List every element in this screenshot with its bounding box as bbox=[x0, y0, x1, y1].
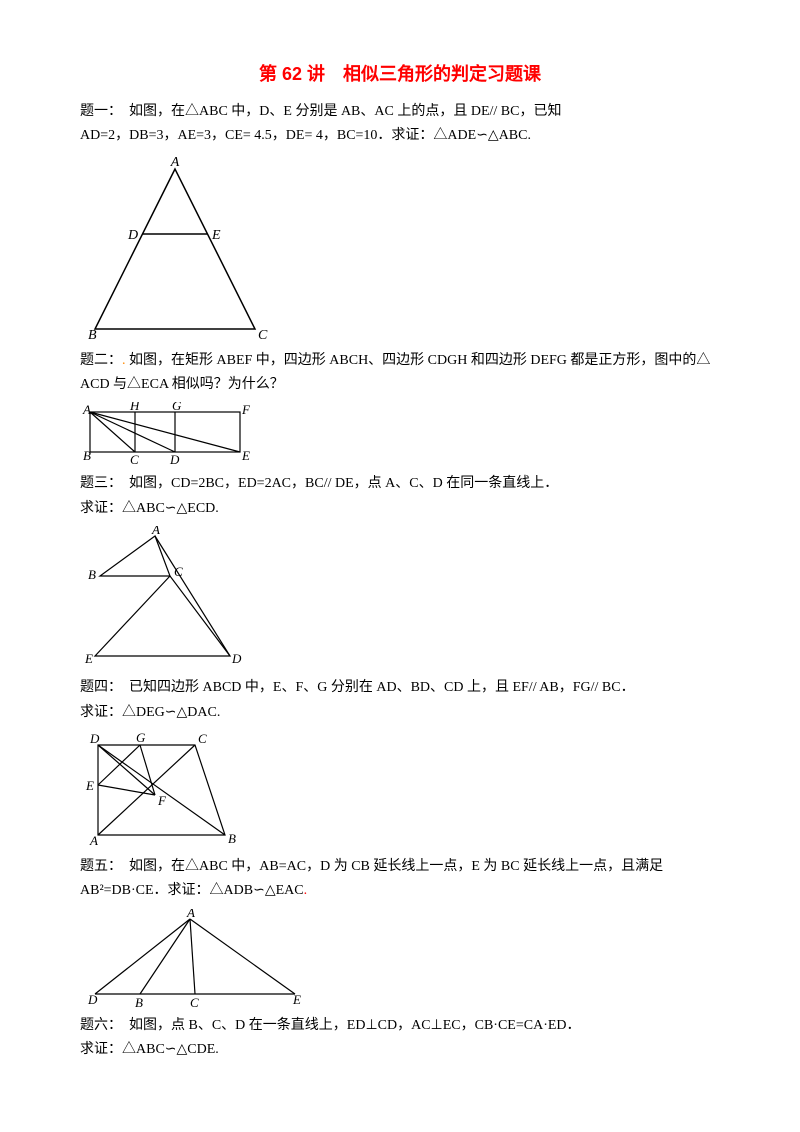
svg-text:C: C bbox=[130, 452, 139, 467]
figure-2: A B C D E F G H bbox=[80, 402, 720, 467]
problem-6-label: 题六： bbox=[80, 1018, 115, 1033]
svg-text:D: D bbox=[87, 992, 98, 1007]
problem-1-text1: 如图，在△ABC 中，D、E 分别是 AB、AC 上的点，且 DE// BC，已… bbox=[115, 104, 561, 119]
svg-text:F: F bbox=[241, 402, 251, 417]
svg-text:D: D bbox=[127, 228, 138, 243]
svg-text:D: D bbox=[231, 651, 242, 666]
problem-4: 题四： 已知四边形 ABCD 中，E、F、G 分别在 AD、BD、CD 上，且 … bbox=[80, 677, 720, 724]
svg-text:B: B bbox=[83, 448, 91, 463]
problem-4-line2: 求证：△DEG∽△DAC. bbox=[80, 702, 720, 724]
svg-text:A: A bbox=[151, 526, 160, 537]
svg-text:D: D bbox=[169, 452, 180, 467]
svg-text:B: B bbox=[88, 567, 96, 582]
svg-text:E: E bbox=[292, 992, 301, 1007]
orange-dot-icon: . bbox=[122, 353, 129, 368]
svg-text:C: C bbox=[258, 328, 268, 343]
problem-5-text2: AB²=DB·CE．求证：△ADB∽△EAC bbox=[80, 883, 304, 898]
svg-text:G: G bbox=[136, 730, 146, 745]
svg-text:E: E bbox=[84, 651, 93, 666]
svg-text:H: H bbox=[129, 402, 140, 413]
problem-2-line1: 题二：. 如图，在矩形 ABEF 中，四边形 ABCH、四边形 CDGH 和四边… bbox=[80, 350, 720, 372]
problem-2-label: 题二： bbox=[80, 353, 122, 368]
problem-6-line1: 题六： 如图，点 B、C、D 在一条直线上，ED⊥CD，AC⊥EC，CB·CE=… bbox=[80, 1015, 720, 1037]
svg-text:A: A bbox=[89, 833, 98, 848]
problem-5: 题五： 如图，在△ABC 中，AB=AC，D 为 CB 延长线上一点，E 为 B… bbox=[80, 856, 720, 903]
problem-3-label: 题三： bbox=[80, 476, 115, 491]
svg-text:E: E bbox=[241, 448, 250, 463]
problem-3-line2: 求证：△ABC∽△ECD. bbox=[80, 498, 720, 520]
problem-4-label: 题四： bbox=[80, 680, 115, 695]
problem-3-line1: 题三： 如图，CD=2BC，ED=2AC，BC// DE，点 A、C、D 在同一… bbox=[80, 473, 720, 495]
problem-3-text1: 如图，CD=2BC，ED=2AC，BC// DE，点 A、C、D 在同一条直线上… bbox=[115, 476, 558, 491]
triangle-extension-diagram: A B C D E bbox=[80, 909, 310, 1009]
problem-6-text1: 如图，点 B、C、D 在一条直线上，ED⊥CD，AC⊥EC，CB·CE=CA·E… bbox=[115, 1018, 581, 1033]
triangles-acd-diagram: A B C D E bbox=[80, 526, 250, 671]
problem-1-label: 题一： bbox=[80, 104, 115, 119]
figure-1: A B C D E bbox=[80, 154, 720, 344]
svg-text:C: C bbox=[198, 731, 207, 746]
rectangle-squares-diagram: A B C D E F G H bbox=[80, 402, 260, 467]
svg-text:C: C bbox=[190, 995, 199, 1009]
svg-text:B: B bbox=[135, 995, 143, 1009]
problem-5-line1: 题五： 如图，在△ABC 中，AB=AC，D 为 CB 延长线上一点，E 为 B… bbox=[80, 856, 720, 878]
svg-text:E: E bbox=[211, 228, 221, 243]
problem-6: 题六： 如图，点 B、C、D 在一条直线上，ED⊥CD，AC⊥EC，CB·CE=… bbox=[80, 1015, 720, 1062]
figure-3: A B C D E bbox=[80, 526, 720, 671]
triangle-abc-de-diagram: A B C D E bbox=[80, 154, 280, 344]
problem-1-line2: AD=2，DB=3，AE=3，CE= 4.5，DE= 4，BC=10．求证：△A… bbox=[80, 125, 720, 147]
problem-4-line1: 题四： 已知四边形 ABCD 中，E、F、G 分别在 AD、BD、CD 上，且 … bbox=[80, 677, 720, 699]
svg-text:C: C bbox=[174, 564, 183, 579]
svg-text:A: A bbox=[82, 402, 91, 417]
problem-1-line1: 题一： 如图，在△ABC 中，D、E 分别是 AB、AC 上的点，且 DE// … bbox=[80, 101, 720, 123]
svg-text:E: E bbox=[85, 778, 94, 793]
problem-4-text1: 已知四边形 ABCD 中，E、F、G 分别在 AD、BD、CD 上，且 EF//… bbox=[115, 680, 635, 695]
svg-text:F: F bbox=[157, 793, 167, 808]
problem-6-line2: 求证：△ABC∽△CDE. bbox=[80, 1039, 720, 1061]
problem-1: 题一： 如图，在△ABC 中，D、E 分别是 AB、AC 上的点，且 DE// … bbox=[80, 101, 720, 148]
figure-4: A B C D E F G bbox=[80, 730, 720, 850]
problem-5-label: 题五： bbox=[80, 859, 115, 874]
figure-5: A B C D E bbox=[80, 909, 720, 1009]
svg-text:D: D bbox=[89, 731, 100, 746]
svg-text:B: B bbox=[228, 831, 236, 846]
problem-3: 题三： 如图，CD=2BC，ED=2AC，BC// DE，点 A、C、D 在同一… bbox=[80, 473, 720, 520]
problem-2-line2: ACD 与△ECA 相似吗？为什么？ bbox=[80, 374, 720, 396]
svg-text:G: G bbox=[172, 402, 182, 413]
problem-5-line2: AB²=DB·CE．求证：△ADB∽△EAC. bbox=[80, 880, 720, 902]
problem-2: 题二：. 如图，在矩形 ABEF 中，四边形 ABCH、四边形 CDGH 和四边… bbox=[80, 350, 720, 397]
problem-5-text1: 如图，在△ABC 中，AB=AC，D 为 CB 延长线上一点，E 为 BC 延长… bbox=[115, 859, 663, 874]
red-period: . bbox=[304, 883, 308, 898]
svg-text:B: B bbox=[88, 328, 97, 343]
svg-text:A: A bbox=[186, 909, 195, 920]
quadrilateral-abcd-diagram: A B C D E F G bbox=[80, 730, 250, 850]
svg-text:A: A bbox=[170, 155, 180, 170]
problem-2-text1: 如图，在矩形 ABEF 中，四边形 ABCH、四边形 CDGH 和四边形 DEF… bbox=[129, 353, 710, 368]
page-title: 第 62 讲 相似三角形的判定习题课 bbox=[80, 60, 720, 89]
